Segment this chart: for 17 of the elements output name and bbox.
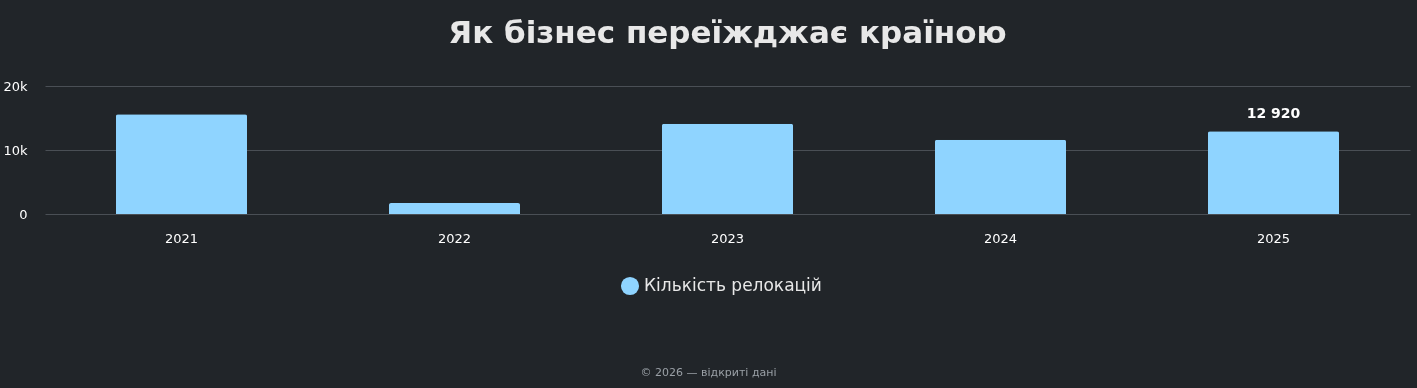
data-label: 12 920 <box>1246 105 1301 122</box>
bar <box>388 203 521 214</box>
y-tick-label: 0 <box>19 206 28 222</box>
chart-title: Як бізнес переїжджає країною <box>448 14 1007 50</box>
x-tick-label: 2023 <box>710 230 745 246</box>
x-tick-label: 2022 <box>437 230 472 246</box>
bar <box>115 114 248 214</box>
bar <box>661 123 794 214</box>
bar <box>934 139 1067 214</box>
text: © 2026 — відкриті дані <box>639 366 778 379</box>
x-tick-label: 2024 <box>983 230 1018 246</box>
x-tick-label: 2025 <box>1256 230 1291 246</box>
x-tick-label: 2021 <box>164 230 199 246</box>
y-tick-label: 20k <box>3 78 28 94</box>
bar <box>1207 131 1340 214</box>
y-tick-label: 10k <box>3 142 28 158</box>
legend-label: Кількість релокацій <box>644 275 822 295</box>
